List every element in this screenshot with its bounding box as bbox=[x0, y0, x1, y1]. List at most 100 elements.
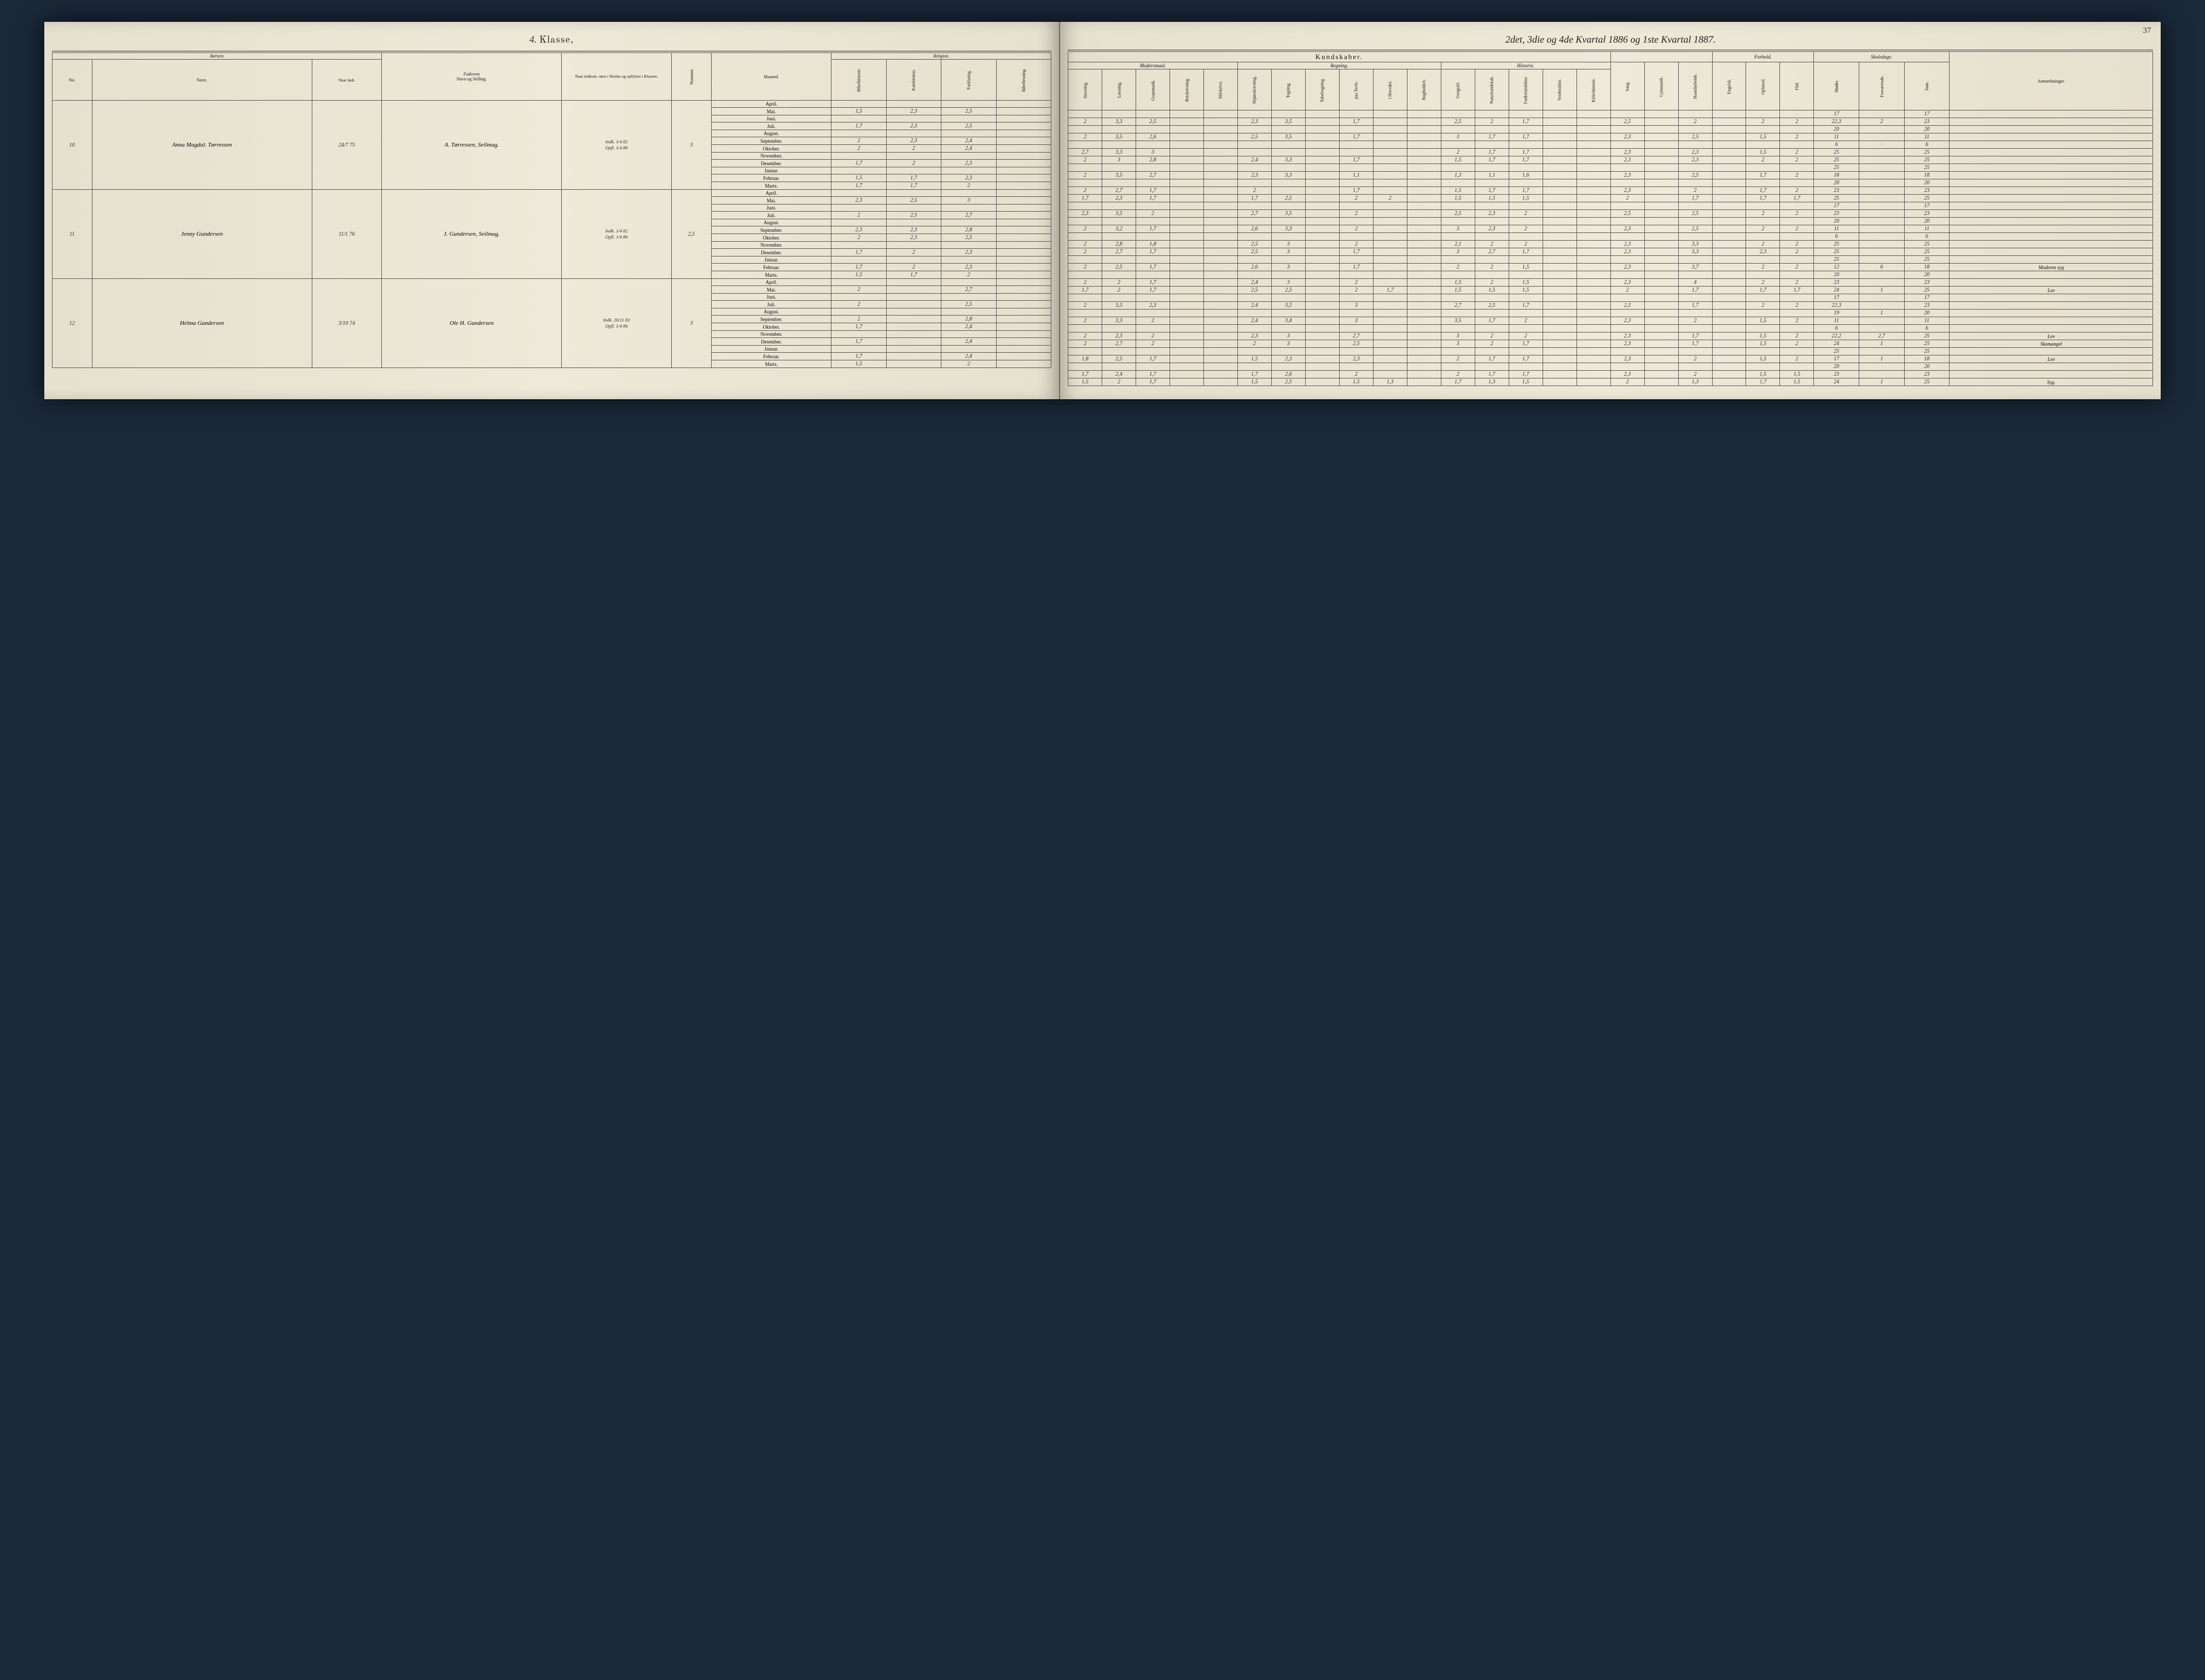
grade-cell: 2,5 bbox=[1237, 287, 1271, 294]
page-number: 37 bbox=[2143, 26, 2151, 36]
grade-cell bbox=[1543, 218, 1576, 225]
grade-cell: 2,3 bbox=[1610, 133, 1644, 141]
grade-cell bbox=[1170, 279, 1204, 287]
grade-cell: 25 bbox=[1904, 287, 1950, 294]
grade-cell bbox=[1373, 279, 1407, 287]
grade-cell bbox=[1407, 264, 1441, 271]
grade-cell bbox=[1203, 378, 1237, 386]
grade-cell bbox=[1271, 325, 1305, 332]
grade-cell bbox=[1170, 156, 1204, 164]
grade-cell bbox=[1170, 202, 1204, 210]
grade-cell: 1,7 bbox=[1068, 371, 1102, 378]
grade-cell bbox=[1576, 233, 1610, 241]
grade-cell bbox=[1610, 202, 1644, 210]
grade-cell bbox=[996, 353, 1051, 360]
grade-cell bbox=[1102, 325, 1136, 332]
grade-cell bbox=[886, 205, 941, 212]
grade-cell bbox=[1712, 256, 1746, 264]
grade-cell bbox=[1373, 317, 1407, 325]
grade-cell: 2 bbox=[1441, 355, 1475, 363]
grade-cell: 25 bbox=[1904, 256, 1950, 264]
remarks-cell bbox=[1950, 348, 2153, 355]
grade-cell: 25 bbox=[1814, 248, 1859, 256]
grade-cell: 2 bbox=[886, 249, 941, 256]
grade-cell bbox=[1543, 187, 1576, 195]
grade-cell bbox=[1136, 363, 1170, 371]
grade-cell: 1,1 bbox=[1475, 172, 1509, 179]
grade-cell bbox=[1576, 248, 1610, 256]
grade-cell: 2,4 bbox=[1237, 317, 1271, 325]
grade-cell bbox=[1373, 332, 1407, 340]
grade-cell bbox=[1305, 256, 1339, 264]
grade-cell bbox=[1237, 325, 1271, 332]
grade-cell bbox=[1373, 118, 1407, 126]
grade-cell: 23 bbox=[1814, 371, 1859, 378]
grade-cell: 2,6 bbox=[1237, 264, 1271, 271]
hdr-ms0: Geografi. bbox=[1441, 69, 1475, 110]
grade-cell bbox=[1543, 248, 1576, 256]
month-label: Februar. bbox=[712, 264, 831, 271]
grade-cell bbox=[941, 331, 996, 338]
remarks-cell bbox=[1950, 233, 2153, 241]
grade-cell: 2 bbox=[1068, 248, 1102, 256]
grade-cell: 1,7 bbox=[1339, 264, 1373, 271]
grade-cell bbox=[1475, 164, 1509, 172]
remarks-cell bbox=[1950, 156, 2153, 164]
grade-cell bbox=[1407, 225, 1441, 233]
grade-cell bbox=[1373, 256, 1407, 264]
grade-cell: 17 bbox=[1904, 202, 1950, 210]
grade-cell bbox=[1859, 156, 1905, 164]
grade-cell: 18 bbox=[1904, 264, 1950, 271]
grade-cell bbox=[1339, 164, 1373, 172]
grade-cell: 1,7 bbox=[886, 271, 941, 279]
grade-cell: 2 bbox=[1339, 210, 1373, 218]
grade-cell bbox=[1746, 218, 1780, 225]
grade-cell bbox=[1644, 294, 1678, 302]
grade-cell: 3 bbox=[1441, 332, 1475, 340]
grade-cell: 2 bbox=[1780, 172, 1814, 179]
grade-cell: 1,7 bbox=[1136, 248, 1170, 256]
grade-cell bbox=[1170, 133, 1204, 141]
grade-cell: 1,7 bbox=[1509, 248, 1543, 256]
grade-cell: 2 bbox=[1136, 340, 1170, 348]
remarks-cell bbox=[1950, 164, 2153, 172]
grade-cell: 2,3 bbox=[941, 249, 996, 256]
grade-cell bbox=[1712, 264, 1746, 271]
grade-cell bbox=[1576, 118, 1610, 126]
grade-cell bbox=[1373, 141, 1407, 149]
grade-cell bbox=[1407, 248, 1441, 256]
grade-cell bbox=[996, 137, 1051, 145]
grade-cell bbox=[1305, 310, 1339, 317]
grade-cell bbox=[831, 130, 886, 137]
grade-cell: 2 bbox=[886, 264, 941, 271]
grade-cell bbox=[1305, 172, 1339, 179]
grade-cell: 25 bbox=[1814, 195, 1859, 202]
month-label: Desember. bbox=[712, 160, 831, 167]
grade-cell: 25 bbox=[1904, 195, 1950, 202]
grade-cell bbox=[1203, 225, 1237, 233]
grade-cell: 2,5 bbox=[1237, 241, 1271, 248]
grade-cell bbox=[1644, 126, 1678, 133]
grade-cell bbox=[1407, 179, 1441, 187]
grade-cell bbox=[1644, 164, 1678, 172]
grade-cell: 1,5 bbox=[1509, 378, 1543, 386]
grade-cell bbox=[1407, 294, 1441, 302]
month-label: Juli. bbox=[712, 301, 831, 308]
grade-cell bbox=[1576, 164, 1610, 172]
grade-cell bbox=[1237, 271, 1271, 279]
grade-cell: 2,5 bbox=[1610, 302, 1644, 310]
grade-cell: 2 bbox=[1102, 378, 1136, 386]
grade-cell bbox=[1644, 133, 1678, 141]
grade-cell: 1,5 bbox=[1441, 279, 1475, 287]
grade-cell bbox=[1780, 294, 1814, 302]
grade-cell: 3 bbox=[1271, 264, 1305, 271]
grade-cell bbox=[1407, 149, 1441, 156]
grade-cell: 2,5 bbox=[1475, 302, 1509, 310]
grade-cell bbox=[1203, 355, 1237, 363]
grade-cell: 2,3 bbox=[1610, 156, 1644, 164]
grade-cell bbox=[1102, 126, 1136, 133]
grade-cell: 2,6 bbox=[1237, 225, 1271, 233]
grade-cell: 20 bbox=[1814, 363, 1859, 371]
grade-cell bbox=[1576, 294, 1610, 302]
grade-cell: 2,3 bbox=[886, 234, 941, 242]
